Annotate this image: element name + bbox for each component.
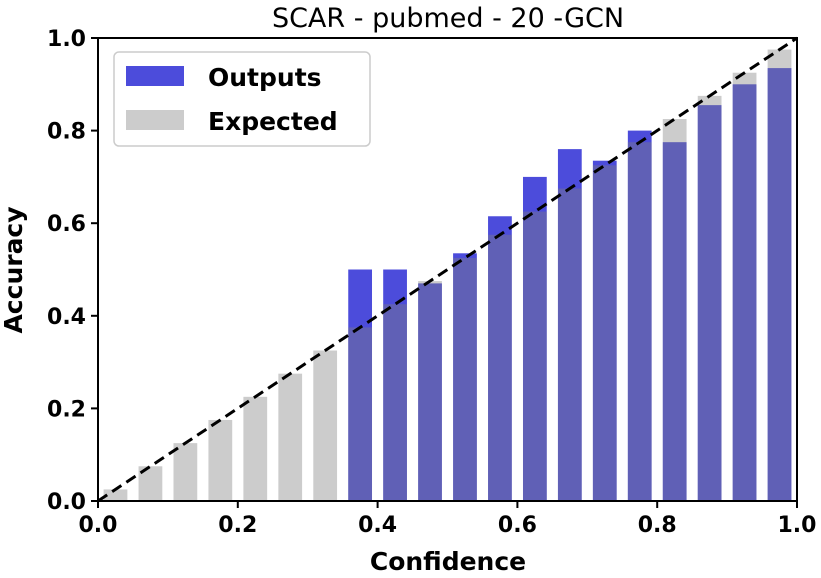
output-bar: [418, 283, 442, 501]
output-bar: [767, 68, 792, 501]
expected-bar: [278, 373, 303, 501]
legend-label-outputs: Outputs: [208, 63, 322, 92]
expected-bar: [627, 142, 652, 502]
output-bar: [522, 176, 547, 501]
x-tick-label: 0.6: [498, 513, 537, 538]
y-tick-label: 0.6: [47, 212, 86, 237]
x-tick-label: 1.0: [778, 513, 817, 538]
y-tick-label: 0.2: [47, 397, 86, 422]
expected-bar: [103, 489, 128, 501]
expected-bar: [173, 443, 198, 501]
perfect-calibration-line: [97, 36, 798, 503]
output-bar: [662, 142, 687, 502]
output-bar: [348, 269, 373, 501]
expected-bar: [138, 466, 163, 501]
expected-bar: [697, 95, 722, 501]
y-axis-label: Accuracy: [0, 206, 28, 333]
expected-bar: [208, 419, 233, 501]
output-bar: [488, 216, 512, 501]
output-bar: [592, 160, 617, 501]
y-tick-label: 1.0: [47, 27, 86, 52]
x-tick-label: 0.4: [358, 513, 397, 538]
expected-bar: [522, 211, 547, 501]
legend-swatch-outputs: [126, 66, 184, 86]
legend-swatch-expected: [126, 110, 184, 130]
expected-bar: [592, 165, 617, 501]
expected-bar: [418, 281, 442, 501]
y-tick-label: 0.4: [47, 305, 86, 330]
x-tick-label: 0.2: [218, 513, 257, 538]
plot-frame: [97, 37, 798, 502]
expected-bar: [488, 234, 512, 501]
expected-bar: [243, 396, 268, 501]
expected-bar: [453, 257, 477, 501]
x-axis-ticks: 0.0 0.2 0.4 0.6 0.8 1.0: [79, 501, 817, 538]
expected-bar: [662, 119, 687, 502]
output-bar: [627, 130, 652, 501]
output-bar: [557, 149, 582, 501]
expected-bar: [557, 188, 582, 501]
x-tick-label: 0.8: [638, 513, 677, 538]
legend: Outputs Expected: [113, 51, 371, 147]
bars-layer: [103, 49, 792, 502]
expected-bar: [313, 350, 338, 501]
chart-title: SCAR - pubmed - 20 -GCN: [272, 3, 624, 34]
y-axis-ticks: 0.0 0.2 0.4 0.6 0.8 1.0: [47, 27, 98, 515]
output-bar: [453, 253, 477, 501]
output-bar: [732, 84, 757, 502]
y-tick-label: 0.8: [47, 120, 86, 145]
expected-bar: [767, 49, 792, 501]
y-tick-label: 0.0: [47, 490, 86, 515]
legend-label-expected: Expected: [208, 107, 338, 136]
x-tick-label: 0.0: [79, 513, 118, 538]
expected-bar: [383, 304, 407, 501]
output-bar: [383, 269, 407, 501]
x-axis-label: Confidence: [370, 547, 526, 576]
expected-bar: [348, 327, 373, 501]
expected-bar: [732, 72, 757, 501]
output-bar: [697, 105, 722, 501]
